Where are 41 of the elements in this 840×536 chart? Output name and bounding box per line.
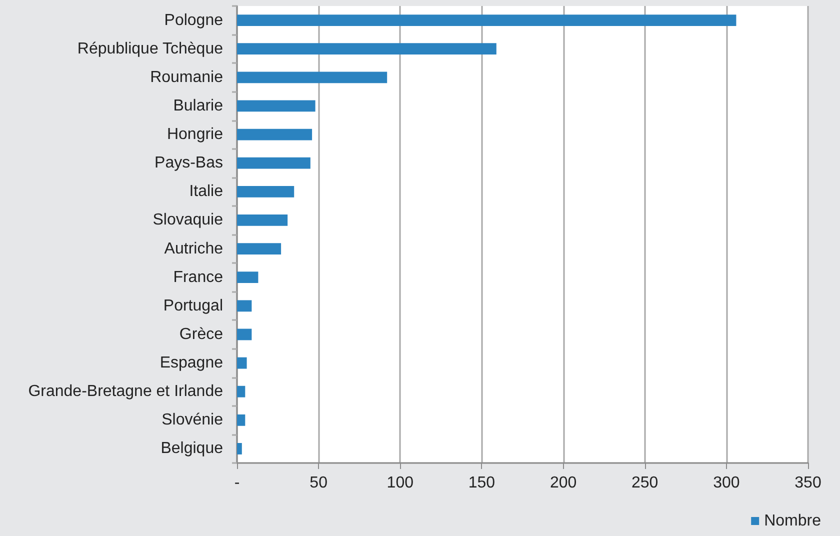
bar: [237, 357, 247, 369]
bar: [237, 128, 312, 140]
x-tick-label: 200: [550, 474, 577, 492]
y-tick-label: République Tchèque: [77, 40, 224, 58]
y-tick-label: Slovénie: [162, 412, 224, 429]
bar: [237, 300, 252, 312]
bar: [237, 386, 246, 398]
y-tick-label: Bularie: [173, 97, 224, 114]
y-tick-label: Italie: [189, 183, 224, 200]
y-tick-label: Pologne: [164, 12, 224, 29]
y-tick-label: Slovaquie: [152, 212, 224, 229]
bar: [237, 272, 258, 284]
y-tick-label: Autriche: [164, 240, 224, 258]
bar: [237, 243, 282, 254]
x-tick-label: 300: [713, 474, 740, 492]
y-tick-label: Belgique: [160, 440, 224, 458]
bar: [237, 443, 242, 454]
y-tick-label: Hongrie: [166, 126, 224, 144]
bar: [237, 186, 294, 198]
y-tick-label: Grèce: [179, 326, 224, 343]
y-tick-label: Grande-Bretagne et Irlande: [28, 383, 224, 400]
bar: [237, 43, 496, 55]
bar: [237, 414, 246, 426]
bar: [237, 328, 252, 340]
bar: [237, 72, 388, 84]
bar: [237, 157, 310, 169]
bar: [237, 100, 316, 112]
bar: [237, 214, 288, 226]
bar: [237, 14, 736, 26]
y-tick-label: France: [173, 268, 224, 286]
y-tick-label: Pays-Bas: [154, 154, 223, 172]
x-tick-label: 150: [468, 474, 496, 492]
x-tick-label: 350: [794, 474, 822, 492]
y-tick-label: Roumanie: [150, 68, 224, 86]
legend-label: Nombre: [764, 512, 822, 530]
y-tick-label: Espagne: [160, 354, 224, 372]
y-tick-label: Portugal: [163, 297, 223, 314]
x-tick-label: -: [234, 474, 240, 492]
x-tick-label: 250: [632, 474, 658, 492]
x-tick-label: 50: [310, 474, 328, 492]
x-tick-label: 100: [386, 474, 414, 492]
